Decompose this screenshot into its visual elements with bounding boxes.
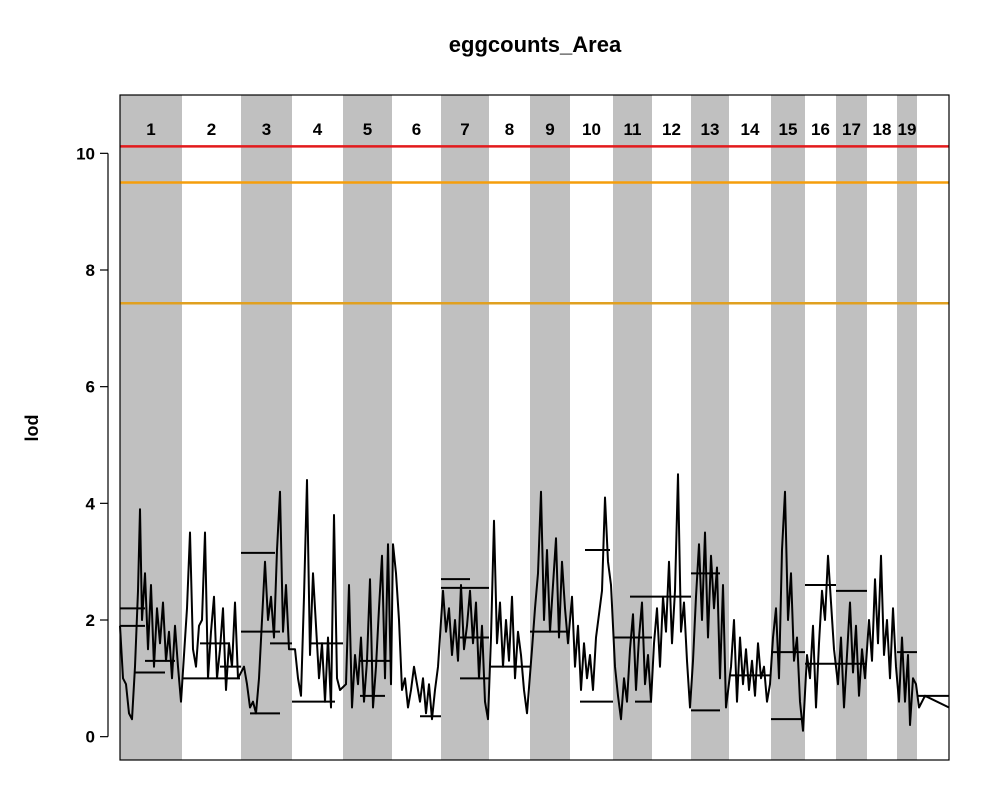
chromosome-label: 10	[582, 120, 601, 139]
chromosome-label: 17	[842, 120, 861, 139]
chromosome-label: 5	[363, 120, 372, 139]
chromosome-label: 16	[811, 120, 830, 139]
chromosome-label: 18	[873, 120, 892, 139]
y-tick-label: 0	[86, 728, 95, 747]
chromosome-band	[897, 95, 917, 760]
chromosome-label: 3	[262, 120, 271, 139]
chromosome-label: 12	[662, 120, 681, 139]
chromosome-label: 8	[505, 120, 514, 139]
chart-title: eggcounts_Area	[449, 32, 622, 57]
chromosome-band	[241, 95, 292, 760]
chromosome-label: 15	[779, 120, 798, 139]
chromosome-band	[120, 95, 182, 760]
chromosome-label: 7	[460, 120, 469, 139]
chromosome-label: 14	[741, 120, 760, 139]
plot-frame	[119, 94, 950, 761]
chromosome-label: 2	[207, 120, 216, 139]
chromosome-label: 13	[701, 120, 720, 139]
chromosome-label: 6	[412, 120, 421, 139]
y-axis: 0 2 4 6 8 10	[76, 144, 109, 747]
chromosome-band	[530, 95, 570, 760]
significance-thresholds	[120, 145, 949, 305]
lod-series-line	[119, 473, 950, 732]
chromosome-label: 9	[545, 120, 554, 139]
y-tick-label: 4	[86, 494, 96, 513]
lod-curve	[119, 473, 950, 732]
chromosome-labels: 1 2 3 4 5 6 7 8 9 10 11 12 13 14 15 16 17 18 19	[146, 120, 916, 139]
chromosome-band	[441, 95, 489, 760]
chromosome-label: 1	[146, 120, 155, 139]
chromosome-bands	[120, 95, 917, 760]
chromosome-label: 4	[313, 120, 323, 139]
y-tick-label: 6	[86, 378, 95, 397]
chromosome-band	[691, 95, 729, 760]
chromosome-label: 11	[624, 120, 642, 139]
chromosome-band	[613, 95, 652, 760]
y-tick-label: 10	[76, 144, 95, 163]
y-axis-label: lod	[22, 415, 42, 442]
y-tick-label: 8	[86, 261, 95, 280]
y-tick-label: 2	[86, 611, 95, 630]
chromosome-label: 19	[898, 120, 917, 139]
chromosome-band	[771, 95, 805, 760]
